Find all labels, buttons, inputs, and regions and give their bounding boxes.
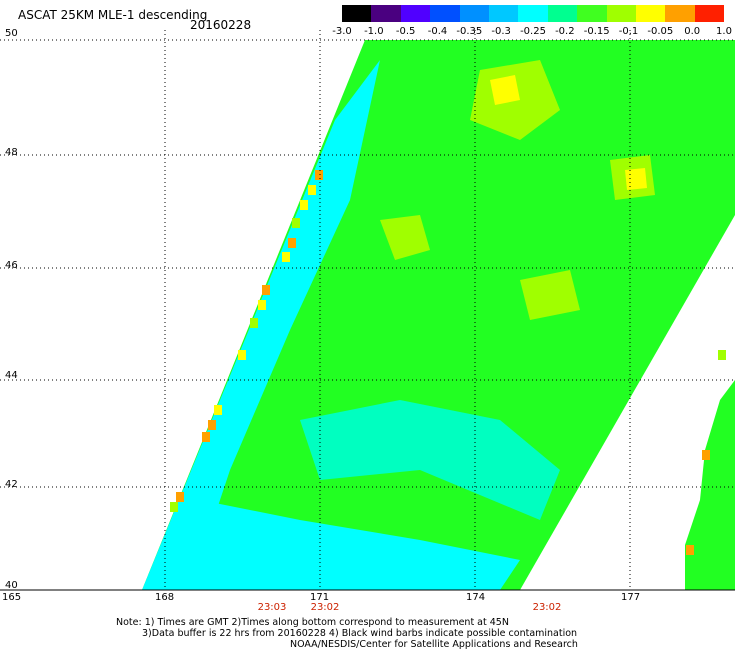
- edge-pixel: [170, 502, 178, 512]
- edge-pixel: [202, 432, 210, 442]
- lat-label-48: 48: [5, 147, 18, 158]
- time-label: 23:03: [258, 602, 287, 613]
- note-line-2: 3)Data buffer is 22 hrs from 20160228 4)…: [142, 628, 577, 639]
- time-label: 23:02: [533, 602, 562, 613]
- edge-pixel: [308, 185, 316, 195]
- edge-pixel: [258, 300, 266, 310]
- edge-pixel: [238, 350, 246, 360]
- edge-pixel: [718, 350, 726, 360]
- edge-pixel: [702, 450, 710, 460]
- lat-label-40: 40: [5, 580, 18, 591]
- edge-pixel: [208, 420, 216, 430]
- lat-label-42: 42: [5, 479, 18, 490]
- lon-label-177: 177: [621, 592, 640, 603]
- data-swaths: [142, 40, 735, 590]
- edge-pixel: [282, 252, 290, 262]
- edge-pixel: [300, 200, 308, 210]
- edge-pixel: [262, 285, 270, 295]
- swath-yellow-patch: [625, 168, 647, 190]
- edge-pixel: [288, 238, 296, 248]
- edge-pixel: [250, 318, 258, 328]
- edge-pixel: [686, 545, 694, 555]
- edge-pixel: [315, 170, 323, 180]
- lon-label-174: 174: [466, 592, 485, 603]
- edge-pixel: [176, 492, 184, 502]
- lon-label-165: 165: [2, 592, 21, 603]
- time-label: 23:02: [311, 602, 340, 613]
- lat-label-50: 50: [5, 28, 18, 39]
- edge-pixel: [214, 405, 222, 415]
- note-line-3: NOAA/NESDIS/Center for Satellite Applica…: [290, 639, 578, 650]
- swath-yellow-patch: [490, 75, 520, 105]
- swath-right-strip: [685, 380, 735, 590]
- lat-label-46: 46: [5, 260, 18, 271]
- edge-pixel: [292, 218, 300, 228]
- lon-label-168: 168: [155, 592, 174, 603]
- lat-label-44: 44: [5, 370, 18, 381]
- note-line-1: Note: 1) Times are GMT 2)Times along bot…: [116, 617, 509, 628]
